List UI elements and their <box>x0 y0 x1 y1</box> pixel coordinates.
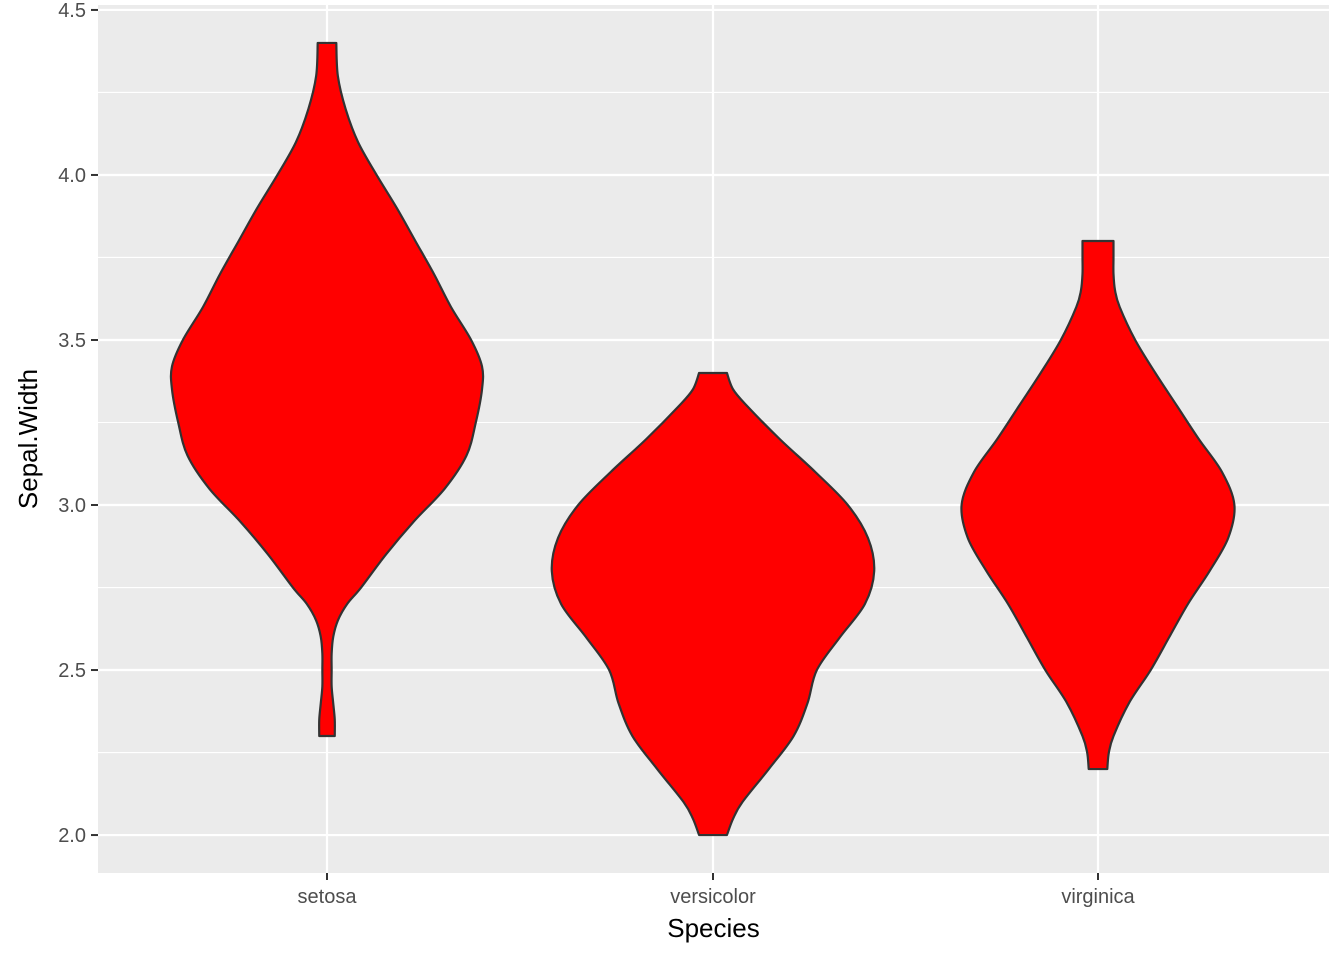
y-tick-label: 4.0 <box>58 165 86 187</box>
violin-setosa <box>169 41 485 738</box>
violin-versicolor <box>550 371 876 837</box>
x-axis-title: Species <box>667 913 760 943</box>
y-axis-title: Sepal.Width <box>13 369 43 509</box>
y-tick-label: 3.5 <box>58 330 86 352</box>
y-tick-label: 2.5 <box>58 660 86 682</box>
x-tick-label: virginica <box>1061 886 1135 908</box>
y-axis: 2.0 2.5 3.0 3.5 4.0 4.5 <box>58 0 98 847</box>
violin-virginica <box>960 239 1236 771</box>
y-tick-label: 4.5 <box>58 0 86 22</box>
x-axis: setosa versicolor virginica <box>298 873 1136 908</box>
violins <box>169 41 1236 837</box>
y-tick-label: 2.0 <box>58 825 86 847</box>
y-tick-label: 3.0 <box>58 495 86 517</box>
x-tick-label: versicolor <box>670 886 756 908</box>
x-tick-label: setosa <box>298 886 358 908</box>
